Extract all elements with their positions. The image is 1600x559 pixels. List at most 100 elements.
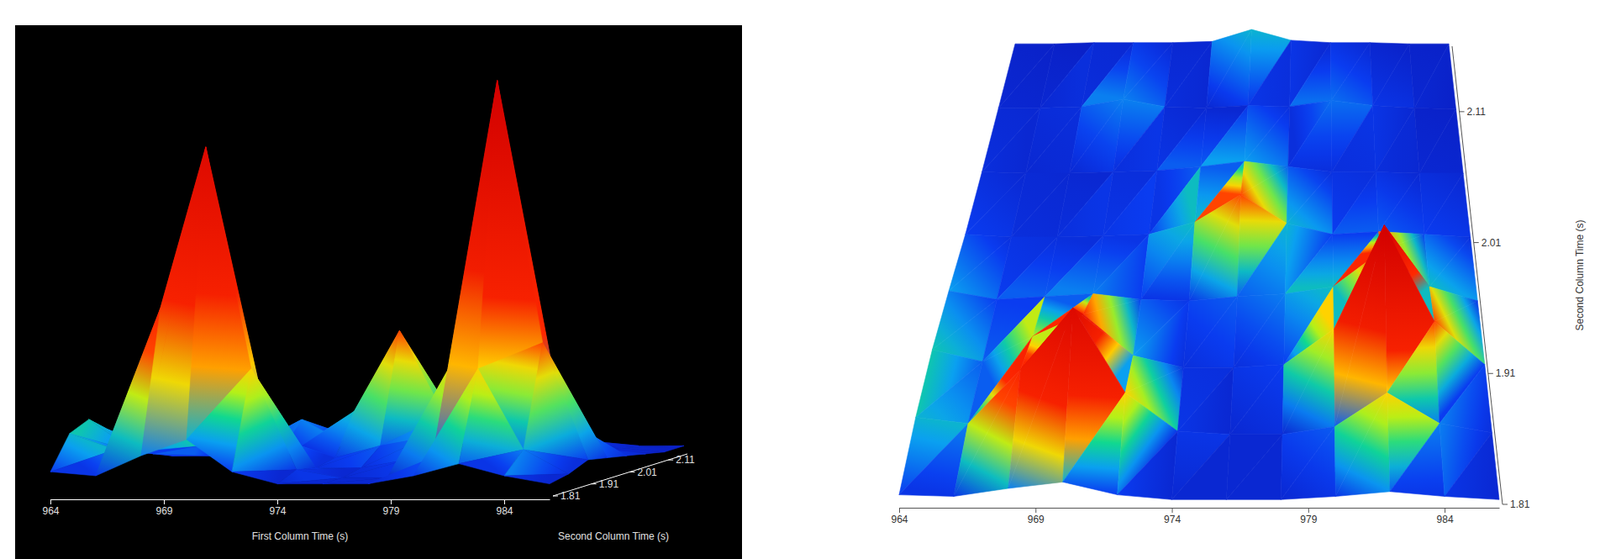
surface-facet <box>1282 328 1334 434</box>
x-axis: 964 969 974 979 984 <box>890 507 1500 526</box>
surface-facet <box>1113 99 1165 173</box>
surface-facet <box>1414 43 1456 110</box>
surface-facet <box>1008 307 1074 489</box>
surface-facet <box>1247 40 1291 107</box>
surface-facet <box>504 473 569 485</box>
surface-facet <box>1285 234 1334 295</box>
x-tick: 984 <box>495 499 513 517</box>
surface-facet <box>1230 364 1285 435</box>
y-tick-mark <box>1502 504 1508 506</box>
surface-facet <box>1206 29 1253 108</box>
surface-facet <box>1117 431 1179 500</box>
surface <box>50 80 685 485</box>
x-tick: 974 <box>268 499 286 517</box>
x-tick-label: 979 <box>1300 513 1317 526</box>
y-axis-line <box>1452 46 1503 505</box>
y-tick: 1.81 <box>1502 498 1531 511</box>
x-axis: 964969974979984 <box>42 499 550 517</box>
y-tick-mark <box>591 483 597 485</box>
surface-facet <box>1419 109 1464 174</box>
surface-facet <box>1424 173 1471 237</box>
surface-facet <box>1332 171 1379 234</box>
x-tick-label: 964 <box>42 505 59 517</box>
x-tick-label: 984 <box>495 505 513 517</box>
y-tick-mark <box>552 495 558 497</box>
surface-facet <box>1439 364 1492 433</box>
surface-facet <box>1233 293 1285 368</box>
x-tick-mark <box>899 507 900 513</box>
x-tick-label: 974 <box>1163 513 1181 526</box>
surface-facet <box>1183 296 1237 368</box>
surface-facet <box>1280 426 1336 500</box>
surface-facet <box>1172 431 1231 500</box>
x-tick-label: 979 <box>382 505 400 517</box>
x-tick-label: 984 <box>1436 513 1454 526</box>
x-tick: 964 <box>890 507 908 526</box>
x-tick: 969 <box>1027 507 1045 526</box>
surface-facet <box>1230 364 1285 435</box>
surface-facet <box>1113 106 1165 173</box>
y-axis: 1.81 1.91 2.01 2.11 <box>552 453 695 502</box>
surface-facet <box>1334 225 1387 427</box>
panel-background <box>875 16 1597 559</box>
surface-facet <box>523 342 589 460</box>
y-tick-label: 2.11 <box>1467 105 1487 118</box>
surface-facet <box>1177 367 1234 434</box>
panel: 9649699749799841.811.912.012.11First Col… <box>15 25 743 559</box>
surface-facet <box>1157 107 1207 171</box>
surface-facet <box>1285 223 1333 295</box>
y-axis-title: Second Column Time (s) <box>1573 219 1586 331</box>
y-tick-mark <box>629 471 635 473</box>
x-tick: 979 <box>1300 507 1317 526</box>
surface-facet <box>1200 105 1248 167</box>
x-tick-mark <box>1444 507 1446 513</box>
y-tick: 2.01 <box>1473 236 1502 249</box>
surface-facet <box>1172 434 1231 500</box>
x-axis-line <box>900 507 1500 509</box>
surface-facet <box>1282 328 1335 434</box>
surface-facet <box>1378 173 1425 235</box>
surface-facet <box>1389 423 1445 497</box>
surface-facet <box>1331 42 1373 106</box>
y-tick: 1.91 <box>591 478 620 490</box>
surface-facet <box>1236 194 1287 297</box>
surface-facet <box>1103 170 1158 237</box>
surface-facet <box>1189 194 1241 301</box>
surface-facet <box>1331 105 1376 172</box>
y-tick-label: 2.01 <box>636 466 658 479</box>
x-tick-mark <box>1308 507 1310 513</box>
surface-facet <box>1183 296 1237 368</box>
y-tick-label: 2.11 <box>675 453 695 466</box>
surface-facet <box>1244 106 1290 167</box>
surface-facet <box>1200 105 1248 167</box>
y-tick: 2.01 <box>629 466 658 479</box>
surface-facet <box>1157 106 1207 171</box>
surface-facet <box>1444 432 1500 500</box>
x-axis-line <box>51 499 551 500</box>
surface-facet <box>1289 42 1332 107</box>
surface-facet <box>458 368 524 464</box>
surface-facet <box>478 80 543 369</box>
x-tick-label: 974 <box>268 505 286 517</box>
surface-facet <box>1375 107 1420 174</box>
y-tick-label: 1.91 <box>1495 367 1516 379</box>
surface-facet <box>1233 293 1285 368</box>
x-tick-mark <box>50 499 52 505</box>
x-tick: 984 <box>1436 507 1454 526</box>
x-tick-mark <box>390 499 392 505</box>
surface-facet <box>1189 194 1241 301</box>
surface-facet <box>1289 40 1332 107</box>
x-tick-mark <box>504 499 506 505</box>
y-tick-mark <box>1488 373 1494 374</box>
surface-facet <box>1164 41 1212 108</box>
y-tick-mark <box>1459 110 1465 112</box>
x-tick-mark <box>1172 507 1174 513</box>
y-tick: 1.91 <box>1488 367 1516 379</box>
y-tick: 2.11 <box>1459 105 1487 118</box>
surface-facet <box>1141 221 1195 301</box>
surface-facet <box>1123 42 1174 107</box>
surface-facet <box>1206 29 1253 108</box>
y-tick-mark <box>1473 242 1479 243</box>
y-tick: 1.81 <box>552 489 581 502</box>
x-tick-label: 964 <box>890 513 908 526</box>
